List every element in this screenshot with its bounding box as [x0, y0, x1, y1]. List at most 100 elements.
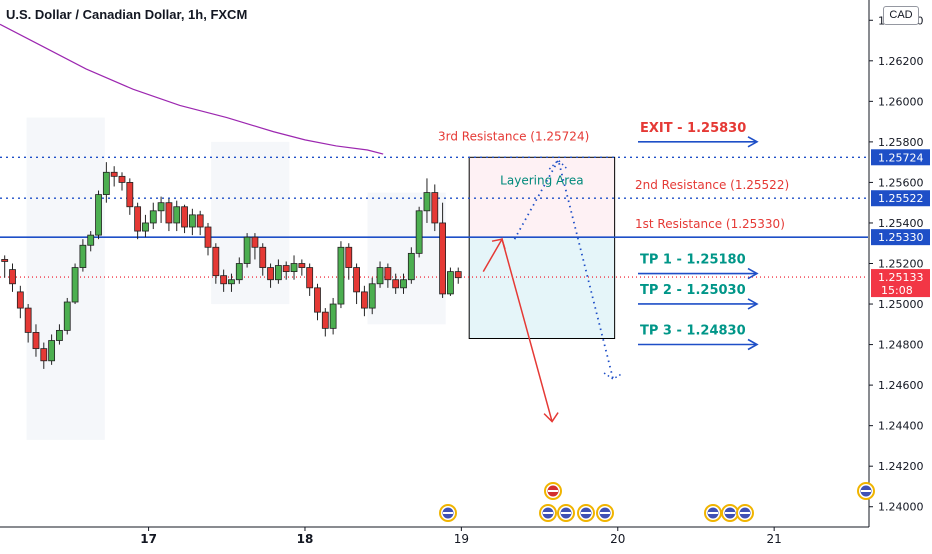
event-flag-icon[interactable] [596, 504, 614, 522]
candle-body [282, 265, 290, 273]
candle-47 [368, 277, 376, 315]
event-flag-icon[interactable] [704, 504, 722, 522]
price-axis-tick-label: 1.24600 [878, 379, 924, 392]
candle-17 [134, 202, 142, 240]
annotation-label: TP 2 - 1.25030 [640, 283, 746, 298]
candle-body [9, 269, 16, 285]
candle-body [376, 267, 384, 285]
candle-body [110, 171, 118, 177]
candle-body [228, 279, 235, 285]
candle-body [102, 171, 110, 195]
event-flag-icon[interactable] [857, 482, 875, 500]
candle-body [165, 202, 173, 224]
candle-body [204, 226, 212, 248]
currency-badge[interactable]: CAD [883, 6, 919, 25]
candle-body [353, 267, 360, 293]
candle-body [79, 244, 87, 268]
annotation-label: TP 3 - 1.24830 [640, 323, 746, 338]
candle-14 [110, 166, 118, 187]
candle-52 [407, 247, 415, 284]
price-label-countdown: 15:08 [881, 284, 913, 297]
projection-arrowhead-down [603, 372, 624, 380]
event-flag-stripe [861, 490, 871, 492]
candle-body [173, 206, 181, 224]
annotation-label: EXIT - 1.25830 [640, 121, 746, 136]
candle-50 [392, 273, 400, 294]
target-zone-box [468, 236, 616, 339]
candle-2 [16, 285, 24, 319]
candle-body [149, 210, 157, 224]
event-flag-icon[interactable] [577, 504, 595, 522]
candle-body [16, 291, 24, 309]
event-flag-icon[interactable] [539, 504, 557, 522]
candle-7 [56, 324, 63, 345]
candle-57 [447, 267, 454, 296]
candle-55 [431, 184, 439, 232]
candle-body [423, 192, 431, 212]
price-label-tag [871, 190, 930, 207]
candle-35 [274, 259, 282, 284]
candle-body [329, 303, 337, 329]
candle-body [87, 234, 95, 246]
event-flag-icon[interactable] [736, 504, 754, 522]
candle-49 [384, 263, 392, 288]
candle-body [181, 206, 188, 228]
candle-body [290, 263, 298, 273]
event-flag-icon[interactable] [557, 504, 575, 522]
candle-8 [63, 297, 71, 335]
candle-31 [243, 233, 251, 268]
candle-body [220, 275, 228, 285]
candle-body [431, 192, 439, 224]
candle-body [24, 307, 32, 333]
candle-body [95, 194, 102, 236]
candle-15 [118, 172, 126, 191]
candle-40 [314, 283, 321, 321]
candle-body [321, 311, 329, 329]
candle-body [298, 263, 306, 268]
event-flag-icon[interactable] [544, 482, 562, 500]
candle-body [439, 222, 447, 295]
candle-20 [157, 196, 165, 223]
candle-body [251, 236, 259, 248]
candle-body [126, 182, 134, 208]
event-flag-icon[interactable] [439, 504, 457, 522]
annotation-label: TP 1 - 1.25180 [640, 253, 746, 268]
annotation-arrowhead [747, 298, 759, 310]
symbol-title: U.S. Dollar / Canadian Dollar, 1h, FXCM [6, 7, 248, 22]
time-axis-tick-label: 18 [297, 532, 314, 546]
candle-body [56, 329, 63, 341]
candle-13 [102, 162, 110, 203]
event-flag-icon[interactable] [721, 504, 739, 522]
candle-56 [439, 202, 447, 298]
candle-42 [329, 297, 337, 335]
candle-body [392, 279, 400, 289]
layering-area-box [468, 156, 616, 238]
candle-body [32, 332, 40, 350]
candle-48 [376, 261, 384, 288]
candle-body [243, 236, 251, 264]
price-label-tag [871, 149, 930, 166]
candle-body [337, 246, 345, 305]
candle-body [259, 246, 267, 268]
candle-16 [126, 178, 134, 215]
candle-body [345, 246, 353, 268]
candle-body [274, 265, 282, 281]
price-label-tag [871, 229, 930, 246]
annotation-label: 2nd Resistance (1.25522) [635, 178, 789, 192]
layering-area-label: Layering Area [500, 173, 583, 187]
candle-32 [251, 233, 259, 260]
candle-36 [282, 261, 290, 280]
candle-29 [228, 273, 235, 292]
candle-18 [142, 214, 149, 238]
time-axis-tick-label: 21 [767, 532, 782, 546]
candle-12 [95, 190, 102, 240]
candle-38 [298, 259, 306, 276]
time-axis-tick-label: 20 [610, 532, 625, 546]
price-label-text: 1.25522 [878, 192, 924, 205]
bearish-arrowhead-up [491, 238, 506, 250]
event-flag-stripe [600, 512, 610, 514]
event-flag-stripe [725, 512, 735, 514]
candle-1 [9, 263, 16, 292]
